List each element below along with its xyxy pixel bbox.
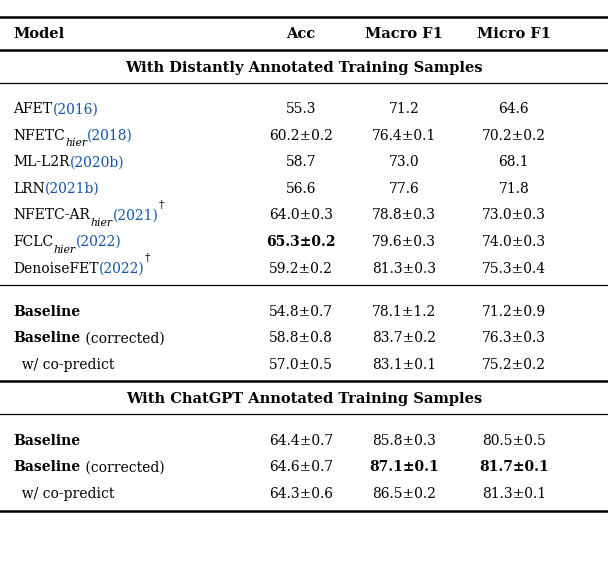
Text: NFETC: NFETC <box>13 129 65 143</box>
Text: Baseline: Baseline <box>13 331 80 345</box>
Text: DenoiseFET: DenoiseFET <box>13 262 99 275</box>
Text: 54.8±0.7: 54.8±0.7 <box>269 304 333 318</box>
Text: 79.6±0.3: 79.6±0.3 <box>372 235 437 249</box>
Text: AFET: AFET <box>13 102 52 116</box>
Text: 56.6: 56.6 <box>286 182 316 196</box>
Text: Baseline: Baseline <box>13 304 80 318</box>
Text: hier: hier <box>65 139 88 148</box>
Text: 83.7±0.2: 83.7±0.2 <box>372 331 437 345</box>
Text: 78.8±0.3: 78.8±0.3 <box>372 208 437 223</box>
Text: 57.0±0.5: 57.0±0.5 <box>269 358 333 372</box>
Text: 85.8±0.3: 85.8±0.3 <box>372 434 437 448</box>
Text: 64.4±0.7: 64.4±0.7 <box>269 434 333 448</box>
Text: hier: hier <box>54 245 75 255</box>
Text: 75.2±0.2: 75.2±0.2 <box>482 358 546 372</box>
Text: 71.2±0.9: 71.2±0.9 <box>482 304 546 318</box>
Text: 87.1±0.1: 87.1±0.1 <box>370 461 439 474</box>
Text: 74.0±0.3: 74.0±0.3 <box>482 235 546 249</box>
Text: 60.2±0.2: 60.2±0.2 <box>269 129 333 143</box>
Text: (2021): (2021) <box>112 208 158 223</box>
Text: NFETC-AR: NFETC-AR <box>13 208 90 223</box>
Text: 65.3±0.2: 65.3±0.2 <box>266 235 336 249</box>
Text: hier: hier <box>90 218 112 228</box>
Text: ML-L2R: ML-L2R <box>13 155 70 169</box>
Text: (corrected): (corrected) <box>80 331 164 345</box>
Text: w/ co-predict: w/ co-predict <box>13 487 115 501</box>
Text: (2022): (2022) <box>99 262 145 275</box>
Text: 58.8±0.8: 58.8±0.8 <box>269 331 333 345</box>
Text: †: † <box>158 200 164 210</box>
Text: 64.0±0.3: 64.0±0.3 <box>269 208 333 223</box>
Text: Micro F1: Micro F1 <box>477 27 551 41</box>
Text: (2016): (2016) <box>52 102 98 116</box>
Text: 71.2: 71.2 <box>389 102 420 116</box>
Text: 64.3±0.6: 64.3±0.6 <box>269 487 333 501</box>
Text: 76.4±0.1: 76.4±0.1 <box>372 129 437 143</box>
Text: 76.3±0.3: 76.3±0.3 <box>482 331 546 345</box>
Text: 81.7±0.1: 81.7±0.1 <box>479 461 548 474</box>
Text: 75.3±0.4: 75.3±0.4 <box>482 262 546 275</box>
Text: (2022): (2022) <box>75 235 122 249</box>
Text: 59.2±0.2: 59.2±0.2 <box>269 262 333 275</box>
Text: 55.3: 55.3 <box>286 102 316 116</box>
Text: Acc: Acc <box>286 27 316 41</box>
Text: (2021b): (2021b) <box>45 182 100 196</box>
Text: (2018): (2018) <box>88 129 133 143</box>
Text: (corrected): (corrected) <box>80 461 164 474</box>
Text: 68.1: 68.1 <box>499 155 529 169</box>
Text: 78.1±1.2: 78.1±1.2 <box>372 304 437 318</box>
Text: 73.0: 73.0 <box>389 155 420 169</box>
Text: 64.6: 64.6 <box>499 102 529 116</box>
Text: †: † <box>145 253 150 263</box>
Text: 58.7: 58.7 <box>286 155 316 169</box>
Text: LRN: LRN <box>13 182 45 196</box>
Text: 80.5±0.5: 80.5±0.5 <box>482 434 546 448</box>
Text: With ChatGPT Annotated Training Samples: With ChatGPT Annotated Training Samples <box>126 392 482 407</box>
Text: 81.3±0.1: 81.3±0.1 <box>482 487 546 501</box>
Text: 73.0±0.3: 73.0±0.3 <box>482 208 546 223</box>
Text: (2020b): (2020b) <box>70 155 125 169</box>
Text: 64.6±0.7: 64.6±0.7 <box>269 461 333 474</box>
Text: Baseline: Baseline <box>13 434 80 448</box>
Text: 71.8: 71.8 <box>499 182 529 196</box>
Text: 86.5±0.2: 86.5±0.2 <box>372 487 437 501</box>
Text: 77.6: 77.6 <box>389 182 420 196</box>
Text: Macro F1: Macro F1 <box>365 27 443 41</box>
Text: w/ co-predict: w/ co-predict <box>13 358 115 372</box>
Text: 70.2±0.2: 70.2±0.2 <box>482 129 546 143</box>
Text: FCLC: FCLC <box>13 235 54 249</box>
Text: 81.3±0.3: 81.3±0.3 <box>372 262 437 275</box>
Text: 83.1±0.1: 83.1±0.1 <box>372 358 437 372</box>
Text: Baseline: Baseline <box>13 461 80 474</box>
Text: With Distantly Annotated Training Samples: With Distantly Annotated Training Sample… <box>125 61 483 75</box>
Text: Model: Model <box>13 27 64 41</box>
